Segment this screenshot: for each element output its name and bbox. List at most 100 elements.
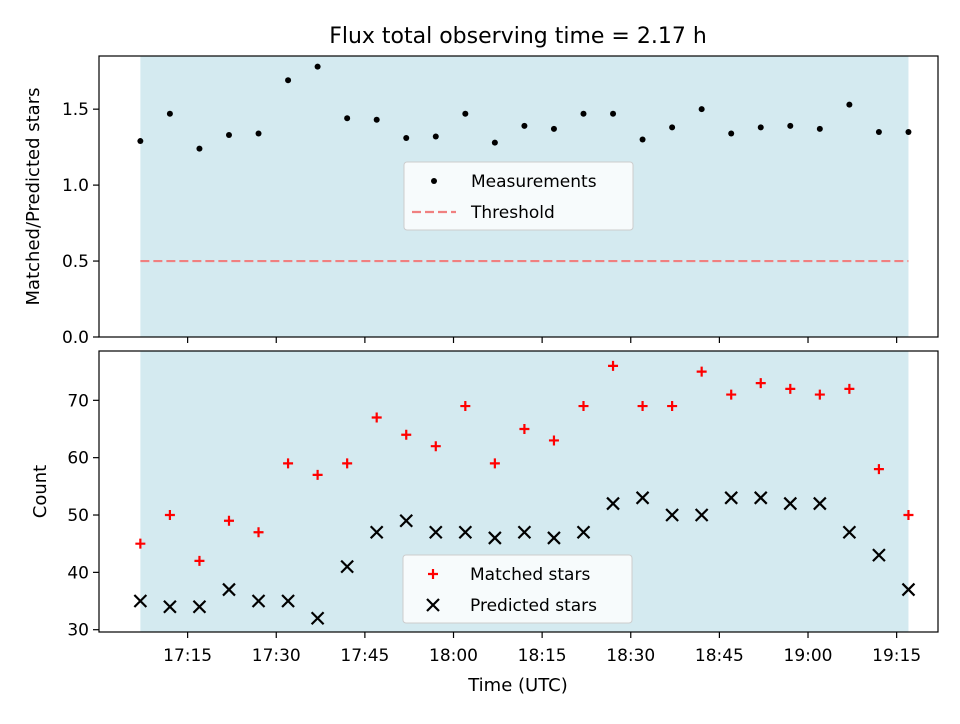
measurement-point bbox=[669, 124, 676, 131]
matched-stars-point bbox=[223, 515, 234, 526]
matched-stars-point bbox=[371, 412, 382, 423]
top-y-tick-label: 1.0 bbox=[62, 176, 89, 196]
measurement-point bbox=[875, 128, 882, 135]
predicted-stars-point bbox=[606, 496, 620, 511]
predicted-stars-point bbox=[783, 496, 798, 511]
top-y-tick-label: 0.5 bbox=[62, 252, 89, 272]
chart-title: Flux total observing time = 2.17 h bbox=[329, 24, 707, 49]
measurement-point bbox=[196, 145, 203, 152]
matched-stars-point bbox=[696, 366, 707, 377]
matched-stars-point bbox=[401, 429, 412, 440]
bottom-legend-box bbox=[402, 554, 633, 624]
bottom-y-tick-label: 40 bbox=[67, 563, 89, 583]
predicted-stars-point bbox=[340, 559, 354, 574]
measurement-point bbox=[314, 63, 321, 70]
bottom-x-tick-label: 17:30 bbox=[252, 646, 301, 666]
predicted-stars-point bbox=[635, 491, 650, 505]
matched-stars-point bbox=[667, 401, 678, 412]
measurement-point bbox=[344, 115, 351, 122]
measurement-point bbox=[846, 101, 853, 108]
matched-stars-point bbox=[755, 378, 766, 389]
measurement-point bbox=[373, 116, 380, 123]
predicted-stars-point bbox=[517, 525, 532, 539]
measurement-point bbox=[166, 110, 173, 117]
predicted-stars-point bbox=[251, 594, 266, 608]
top-y-axis-label: Matched/Predicted stars bbox=[23, 88, 44, 306]
matched-stars-point bbox=[164, 510, 175, 521]
matched-stars-point bbox=[283, 458, 294, 469]
matched-stars-point bbox=[785, 383, 796, 394]
matched-stars-point bbox=[726, 389, 737, 400]
matched-stars-point bbox=[814, 389, 825, 400]
top-panel-ratio: 0.0 0.5 1.0 1.5 Matched/Predicted stars Measu… bbox=[23, 55, 939, 348]
bottom-plot-frame bbox=[98, 350, 939, 633]
bottom-y-axis-label: Count bbox=[30, 465, 51, 518]
matched-stars-point bbox=[844, 383, 855, 394]
matched-stars-point bbox=[312, 469, 323, 480]
bottom-y-tick-label: 70 bbox=[67, 391, 89, 411]
matched-stars-point bbox=[519, 423, 530, 434]
matched-stars-point bbox=[460, 401, 471, 412]
predicted-stars-point bbox=[369, 525, 384, 539]
predicted-stars-point bbox=[222, 582, 236, 597]
measurement-point bbox=[550, 125, 557, 132]
bottom-y-tick-label: 50 bbox=[67, 506, 89, 526]
bottom-x-tick-label: 17:15 bbox=[163, 646, 212, 666]
top-plot-frame bbox=[98, 55, 939, 338]
bottom-legend-label: Matched stars bbox=[470, 565, 590, 585]
measurement-point bbox=[610, 110, 617, 117]
predicted-stars-point bbox=[488, 531, 502, 545]
measurement-point bbox=[580, 110, 587, 117]
predicted-stars-point bbox=[694, 508, 709, 522]
predicted-stars-point bbox=[576, 525, 591, 539]
measurement-point bbox=[491, 139, 498, 146]
matched-stars-point bbox=[135, 538, 146, 549]
bottom-x-tick-label: 18:15 bbox=[518, 646, 567, 666]
x-axis-label: Time (UTC) bbox=[467, 675, 568, 696]
predicted-stars-point bbox=[753, 491, 768, 505]
measurement-point bbox=[432, 133, 439, 140]
measurement-point bbox=[225, 131, 232, 138]
legend-measurements-marker bbox=[431, 178, 437, 184]
bottom-legend-label: Predicted stars bbox=[470, 596, 597, 616]
predicted-stars-point bbox=[901, 582, 916, 597]
predicted-stars-point bbox=[872, 548, 886, 562]
predicted-stars-point bbox=[192, 599, 207, 614]
top-legend-label: Threshold bbox=[470, 203, 555, 223]
predicted-stars-point bbox=[665, 508, 679, 522]
matched-stars-point bbox=[489, 458, 500, 469]
legend-predicted-marker bbox=[426, 598, 440, 612]
matched-stars-point bbox=[342, 458, 353, 469]
measurement-point bbox=[403, 135, 410, 142]
bottom-y-tick-label: 30 bbox=[67, 621, 89, 641]
top-legend: Measurements Threshold bbox=[403, 161, 634, 231]
top-y-tick-label: 1.5 bbox=[62, 100, 89, 120]
matched-stars-point bbox=[873, 464, 884, 475]
bottom-y-tick-label: 60 bbox=[67, 449, 89, 469]
predicted-stars-point bbox=[429, 525, 443, 539]
measurement-point bbox=[728, 130, 735, 137]
legend-matched-marker bbox=[428, 569, 438, 579]
predicted-stars-point bbox=[813, 496, 827, 511]
bottom-x-tick-label: 19:15 bbox=[872, 646, 921, 666]
predicted-stars-point bbox=[310, 611, 325, 626]
matched-stars-point bbox=[903, 510, 914, 521]
measurement-point bbox=[255, 130, 262, 137]
top-legend-box bbox=[403, 161, 634, 231]
predicted-stars-point bbox=[547, 531, 561, 545]
predicted-stars-point bbox=[842, 525, 857, 539]
measurement-point bbox=[462, 110, 469, 117]
predicted-stars-point bbox=[133, 594, 148, 608]
bottom-legend: Matched stars Predicted stars bbox=[402, 554, 633, 624]
predicted-stars-point bbox=[724, 491, 738, 505]
measurement-point bbox=[521, 122, 528, 129]
measurement-point bbox=[787, 122, 794, 129]
measurement-point bbox=[816, 125, 823, 132]
predicted-stars-point bbox=[458, 525, 473, 539]
matched-stars-point bbox=[608, 360, 619, 371]
bottom-panel-counts: 30 40 50 60 70 17:15 17:30 17:45 18:00 18:15 18:30… bbox=[30, 350, 939, 666]
measurement-point bbox=[698, 106, 705, 113]
predicted-stars-point bbox=[399, 513, 414, 528]
measurement-point bbox=[757, 124, 764, 131]
